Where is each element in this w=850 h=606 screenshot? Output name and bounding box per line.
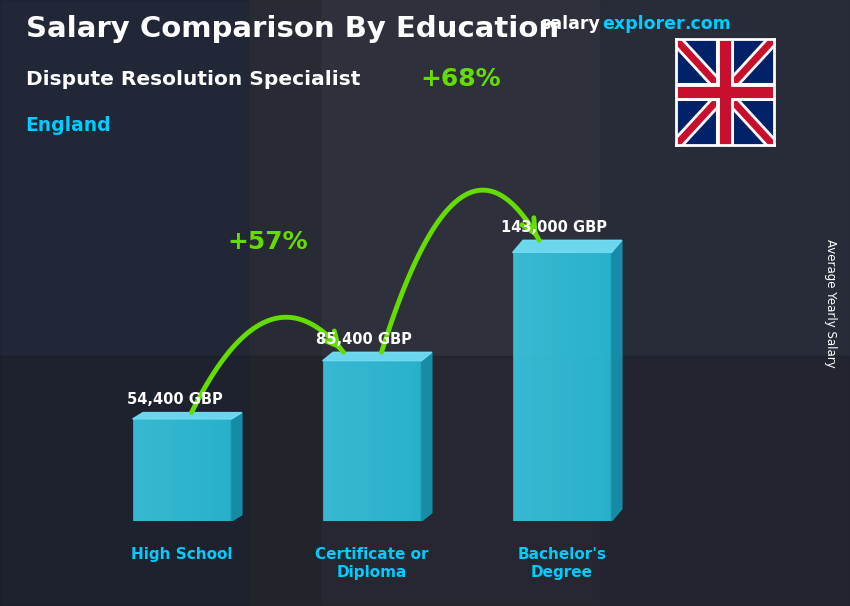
Bar — [532, 253, 537, 521]
Bar — [337, 361, 343, 521]
Bar — [416, 361, 422, 521]
Bar — [152, 419, 157, 521]
Bar — [402, 361, 406, 521]
Text: +68%: +68% — [420, 67, 501, 92]
Bar — [387, 361, 392, 521]
Text: 85,400 GBP: 85,400 GBP — [316, 331, 412, 347]
Text: Certificate or
Diploma: Certificate or Diploma — [315, 547, 428, 580]
Bar — [226, 419, 231, 521]
Bar — [187, 419, 192, 521]
Bar — [207, 419, 212, 521]
Text: High School: High School — [131, 547, 233, 562]
Bar — [600, 0, 850, 606]
Text: .com: .com — [684, 15, 731, 33]
Bar — [201, 419, 207, 521]
Bar — [586, 253, 592, 521]
Text: Average Yearly Salary: Average Yearly Salary — [824, 239, 837, 367]
Bar — [162, 419, 167, 521]
Bar — [182, 419, 187, 521]
Bar — [397, 361, 402, 521]
Polygon shape — [231, 413, 242, 521]
Bar — [562, 253, 567, 521]
Bar — [411, 361, 416, 521]
Bar — [537, 253, 542, 521]
Bar — [157, 419, 162, 521]
Bar — [523, 253, 527, 521]
Text: Dispute Resolution Specialist: Dispute Resolution Specialist — [26, 70, 360, 88]
Polygon shape — [323, 352, 432, 361]
Text: salary: salary — [540, 15, 599, 33]
Bar — [177, 419, 182, 521]
Bar — [133, 419, 231, 521]
Bar — [382, 361, 387, 521]
Bar — [217, 419, 222, 521]
Bar — [406, 361, 411, 521]
Bar — [542, 253, 547, 521]
Bar — [212, 419, 217, 521]
Bar — [357, 361, 362, 521]
Bar — [192, 419, 197, 521]
Bar — [557, 253, 562, 521]
Bar — [547, 253, 552, 521]
Bar — [367, 361, 372, 521]
Text: Salary Comparison By Education: Salary Comparison By Education — [26, 15, 558, 43]
Bar — [343, 361, 348, 521]
Polygon shape — [513, 241, 622, 253]
Bar — [552, 253, 557, 521]
Bar — [392, 361, 397, 521]
Bar — [143, 419, 147, 521]
Bar — [197, 419, 201, 521]
Bar — [602, 253, 606, 521]
Bar — [323, 361, 327, 521]
Bar — [323, 361, 422, 521]
Text: England: England — [26, 116, 111, 135]
Bar — [513, 253, 611, 521]
Bar — [372, 361, 377, 521]
Polygon shape — [133, 413, 242, 419]
Bar — [597, 253, 602, 521]
Bar — [577, 253, 581, 521]
Bar — [222, 419, 226, 521]
Bar — [138, 419, 143, 521]
Bar — [606, 253, 611, 521]
Bar — [0, 0, 320, 606]
Bar — [377, 361, 382, 521]
Bar — [133, 419, 138, 521]
Polygon shape — [611, 241, 622, 521]
Polygon shape — [422, 352, 432, 521]
Bar — [172, 419, 177, 521]
Bar — [332, 361, 337, 521]
Bar — [147, 419, 152, 521]
Bar — [592, 253, 597, 521]
Bar — [513, 253, 518, 521]
Bar — [518, 253, 523, 521]
Bar — [352, 361, 357, 521]
Bar — [527, 253, 532, 521]
Bar — [362, 361, 367, 521]
Text: 143,000 GBP: 143,000 GBP — [502, 219, 608, 235]
Text: +57%: +57% — [227, 230, 308, 254]
Text: Bachelor's
Degree: Bachelor's Degree — [518, 547, 607, 580]
Bar — [348, 361, 352, 521]
Bar — [327, 361, 332, 521]
Bar — [581, 253, 586, 521]
Bar — [572, 253, 577, 521]
Bar — [567, 253, 572, 521]
Text: 54,400 GBP: 54,400 GBP — [127, 392, 223, 407]
Bar — [0, 356, 850, 606]
Bar — [250, 0, 600, 606]
Bar — [167, 419, 172, 521]
Text: explorer: explorer — [602, 15, 684, 33]
